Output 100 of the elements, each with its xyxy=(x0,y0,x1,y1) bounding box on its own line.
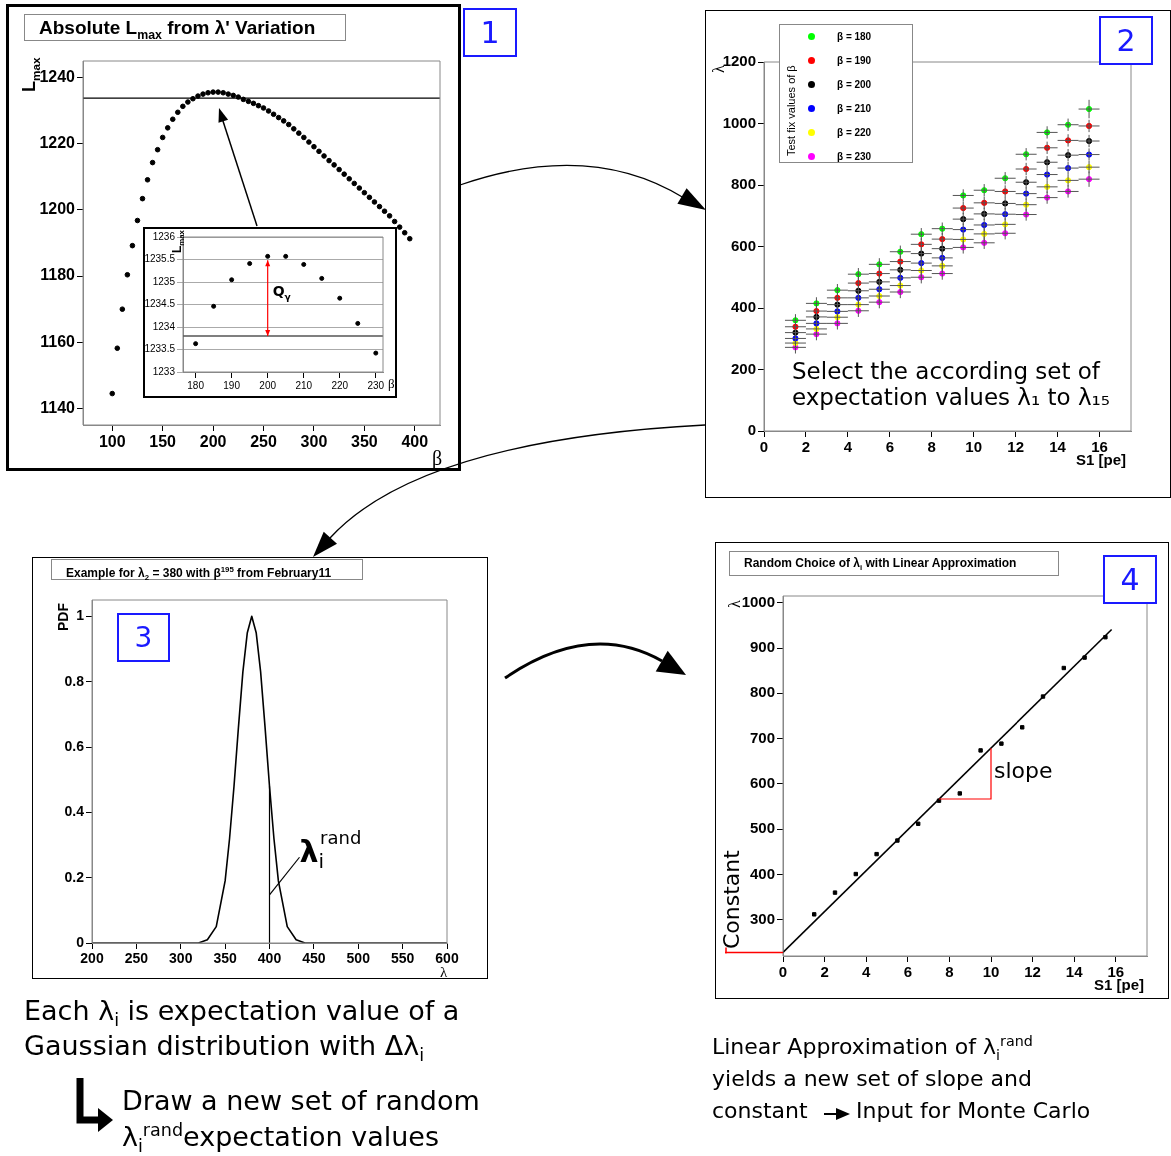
legend-label: β = 200 xyxy=(837,79,872,90)
x-axis-title: β xyxy=(388,376,395,391)
y-tick-label: 1140 xyxy=(40,398,76,416)
text: Each λ$_{i}$ is expectation value of a xyxy=(24,995,460,1031)
legend-label: β = 180 xyxy=(837,31,872,42)
y-tick-label: 1236 xyxy=(152,230,176,242)
y-tick-label: 1240 xyxy=(39,67,76,85)
x-tick-label: 250 xyxy=(250,433,277,451)
text: λ$_{i}$$^{rand}$expectation values xyxy=(122,1120,440,1156)
chart-title: Absolute L$_{max}$ from λ' Variation xyxy=(24,14,346,42)
y-tick-label: 1235 xyxy=(152,275,176,287)
x-tick-label: 600 xyxy=(435,950,459,967)
annotation: Select the according set of expectation values λ₁ to λ₁₅ xyxy=(792,358,1111,411)
legend-label: β = 210 xyxy=(837,103,872,114)
text: 2 xyxy=(1099,16,1153,65)
x-tick-label: 450 xyxy=(302,950,326,967)
y-tick-label: 800 xyxy=(749,683,775,701)
x-tick-label: 550 xyxy=(390,950,415,967)
y-tick-label: 0.4 xyxy=(64,803,85,820)
x-tick-label: 400 xyxy=(257,950,282,967)
x-tick-label: 10 xyxy=(965,438,983,456)
x-tick-label: 0 xyxy=(778,963,788,981)
chart-title: Example for λ$_{2}$ = 380 with β$^{195}$ from February11 xyxy=(51,559,363,583)
x-tick-label: 12 xyxy=(1007,438,1024,456)
x-tick-label: 150 xyxy=(149,433,177,451)
y-tick-label: 1 xyxy=(76,607,85,624)
y-tick-label: 400 xyxy=(749,864,775,882)
x-tick-label: 180 xyxy=(187,379,205,391)
x-tick-label: 190 xyxy=(223,379,241,391)
x-tick-label: 4 xyxy=(843,438,853,456)
y-tick-label: 1234 xyxy=(152,320,176,332)
y-axis-title: λ xyxy=(726,600,743,608)
annotation: Q$_{γ}$ xyxy=(272,283,291,303)
x-tick-label: 6 xyxy=(903,963,912,981)
x-tick-label: 8 xyxy=(927,438,936,456)
x-tick-label: 250 xyxy=(124,950,149,967)
annotation: slope xyxy=(994,757,1053,783)
legend-label: β = 190 xyxy=(837,55,872,66)
y-tick-label: 400 xyxy=(730,298,756,316)
y-axis-title: PDF xyxy=(55,603,71,631)
x-tick-label: 300 xyxy=(300,433,328,451)
y-tick-label: 1000 xyxy=(722,113,756,131)
x-tick-label: 14 xyxy=(1065,963,1084,981)
text: 1 xyxy=(463,8,517,57)
y-tick-label: 1180 xyxy=(40,266,76,284)
x-tick-label: 10 xyxy=(982,963,1000,981)
y-tick-label: 1000 xyxy=(741,592,775,610)
x-tick-label: 100 xyxy=(98,433,126,451)
x-tick-label: 2 xyxy=(820,963,829,981)
y-tick-label: 1200 xyxy=(39,200,76,218)
x-tick-label: 12 xyxy=(1024,963,1041,981)
text: Gaussian distribution with Δλ$_{i}$ xyxy=(24,1030,425,1066)
x-tick-label: 6 xyxy=(885,438,894,456)
x-tick-label: 400 xyxy=(401,433,429,451)
y-tick-label: 1235.5 xyxy=(144,253,176,265)
y-tick-label: 1233 xyxy=(152,365,176,377)
x-tick-label: 200 xyxy=(259,379,277,391)
x-tick-label: 350 xyxy=(351,433,378,451)
legend-title: Test fix values of β xyxy=(785,65,797,156)
y-tick-label: 700 xyxy=(749,728,775,746)
annotation: 4 xyxy=(1103,555,1157,604)
y-tick-label: 0 xyxy=(76,933,85,950)
x-tick-label: 230 xyxy=(367,379,385,391)
text: yields a new set of slope and xyxy=(712,1066,1032,1092)
chart-title: Random Choice of λ$_{i}$ with Linear Approximation xyxy=(729,551,1059,576)
y-tick-label: 1160 xyxy=(40,332,76,350)
y-tick-label: 500 xyxy=(749,819,775,837)
y-tick-label: 0.8 xyxy=(64,672,85,689)
x-tick-label: 2 xyxy=(801,438,811,456)
y-tick-label: 800 xyxy=(730,175,756,193)
x-tick-label: 200 xyxy=(199,433,227,451)
y-tick-label: 1233.5 xyxy=(144,343,176,355)
text: constant xyxy=(712,1098,808,1124)
y-axis-title: λ xyxy=(710,65,727,73)
y-tick-label: 900 xyxy=(749,638,775,656)
x-tick-label: 14 xyxy=(1049,438,1067,456)
annotation: 3 xyxy=(117,613,170,662)
y-tick-label: 600 xyxy=(730,236,756,254)
x-tick-label: 300 xyxy=(169,950,193,967)
y-tick-label: 1234.5 xyxy=(144,298,176,310)
x-tick-label: 8 xyxy=(945,963,954,981)
y-tick-label: 600 xyxy=(749,774,775,792)
x-tick-label: 500 xyxy=(346,950,371,967)
x-tick-label: 4 xyxy=(862,963,872,981)
y-tick-label: 300 xyxy=(749,909,775,927)
x-axis-title: λ xyxy=(440,964,448,980)
text: Constant xyxy=(719,850,744,950)
x-tick-label: 210 xyxy=(295,379,313,391)
y-tick-label: 0.2 xyxy=(64,868,85,885)
y-tick-label: 0 xyxy=(747,421,756,439)
x-axis-title: S1 [pe] xyxy=(1076,451,1127,468)
y-tick-label: 200 xyxy=(730,359,756,377)
y-tick-label: 1220 xyxy=(39,134,76,152)
text: Draw a new set of random xyxy=(122,1085,480,1117)
legend-label: β = 220 xyxy=(837,127,872,138)
x-axis-title: S1 [pe] xyxy=(1094,976,1145,993)
legend-label: β = 230 xyxy=(837,151,872,162)
text: Input for Monte Carlo xyxy=(856,1098,1091,1124)
y-tick-label: 0.6 xyxy=(64,737,85,754)
x-tick-label: 350 xyxy=(213,950,238,967)
